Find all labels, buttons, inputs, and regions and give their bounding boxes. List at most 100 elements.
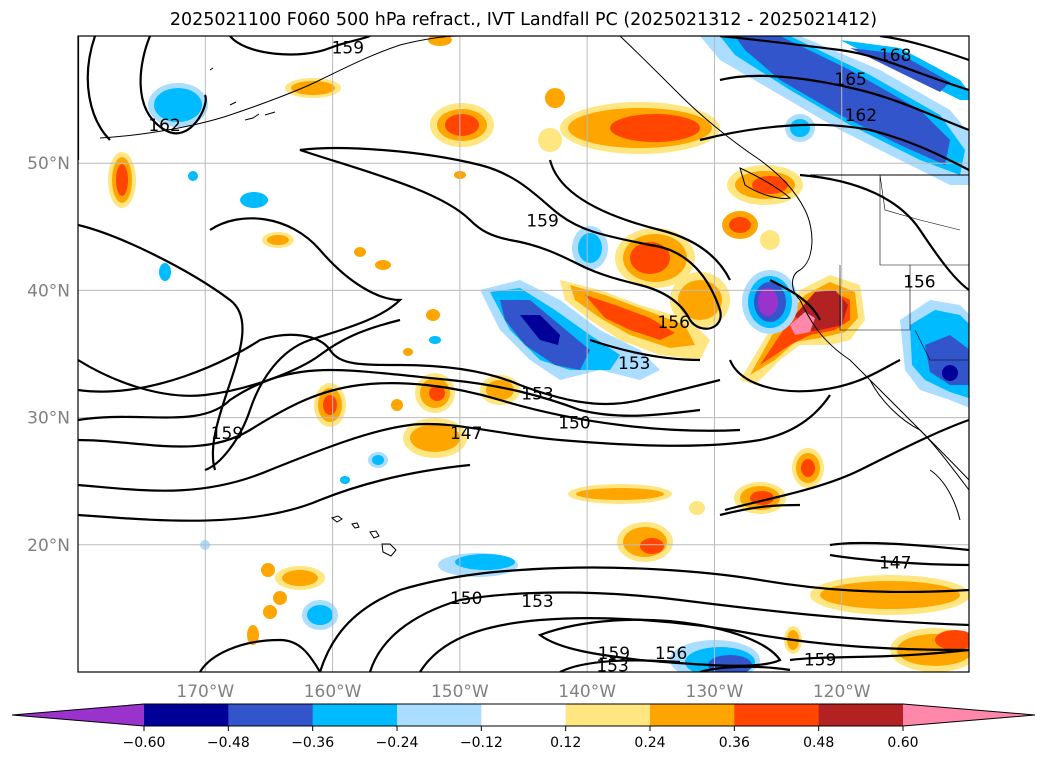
alaska-panhandle-coastline	[619, 36, 969, 481]
latitude-labels: 50°N 40°N 30°N 20°N	[27, 154, 70, 556]
colorbar-tick-label: −0.24	[376, 735, 419, 751]
map-title: 2025021100 F060 500 hPa refract., IVT La…	[169, 10, 878, 30]
colorbar-tick-label: 0.12	[550, 735, 581, 751]
contour-label: 150	[450, 589, 482, 609]
vancouver-island-coastline	[739, 167, 792, 199]
contour-line-156	[78, 333, 721, 406]
contour-line-159-south	[537, 618, 782, 667]
positive-anomaly-region	[403, 348, 413, 356]
contour-line-147	[78, 394, 831, 492]
positive-anomaly-region	[617, 522, 673, 562]
contour-label: 153	[596, 657, 628, 677]
contour-line-159-loop	[299, 147, 722, 330]
contour-label: 150	[558, 414, 590, 434]
contour-label: 153	[521, 384, 553, 404]
longitude-label: 150°W	[431, 682, 489, 702]
contour-line-162-ne	[699, 123, 969, 171]
contour-label: 147	[450, 424, 482, 444]
latitude-label: 20°N	[27, 536, 70, 556]
contour-line-153-south	[368, 591, 969, 672]
contour-label: 159	[804, 650, 836, 670]
contour-label: 159	[598, 644, 630, 664]
contour-line-156-ca	[724, 359, 969, 512]
contour-line-165	[719, 74, 969, 132]
contour-line-150-south	[318, 566, 969, 672]
positive-anomaly-region	[354, 247, 366, 257]
colorbar-tick-label: 0.60	[887, 735, 918, 751]
alaska-coastline	[99, 36, 461, 139]
positive-anomaly-region	[760, 230, 780, 250]
colorbar-tick-label: 0.36	[719, 735, 750, 751]
positive-anomaly-region	[426, 309, 440, 321]
negative-anomaly-region	[302, 600, 338, 630]
colorbar-segment	[650, 704, 735, 726]
colorbar-tick-label: 0.24	[634, 735, 665, 751]
colorbar	[11, 703, 1036, 727]
contour-line-159-nw	[78, 36, 111, 160]
contour-line-159-mid	[548, 159, 731, 281]
contour-line-150	[78, 382, 741, 448]
height-contours	[78, 36, 969, 672]
contour-label: 153	[521, 592, 553, 612]
contour-label: 168	[879, 46, 911, 66]
longitude-label: 140°W	[558, 682, 616, 702]
longitude-label: 130°W	[686, 682, 744, 702]
positive-anomaly-region	[391, 399, 403, 411]
positive-anomaly-region	[415, 373, 455, 413]
colorbar-tick-labels: −0.60 −0.48 −0.36 −0.24 −0.12 0.12 0.24 0.36 0.4…	[123, 726, 919, 751]
colorbar-segment	[565, 704, 651, 726]
contour-label: 156	[657, 313, 689, 333]
colorbar-segment	[228, 704, 314, 726]
negative-anomaly-region	[368, 452, 388, 468]
contour-line-159-se	[789, 648, 969, 662]
contour-label: 159	[332, 38, 364, 58]
longitude-label: 160°W	[304, 682, 362, 702]
negative-anomaly-band	[480, 280, 660, 380]
contour-label: 162	[845, 106, 877, 126]
contour-label: 147	[879, 554, 911, 574]
contour-label: 156	[655, 644, 687, 664]
negative-anomaly-region	[742, 270, 798, 334]
mexico-coastline	[869, 379, 969, 521]
colorbar-segment	[481, 704, 567, 726]
latitude-label: 40°N	[27, 281, 70, 301]
longitude-label: 120°W	[813, 682, 871, 702]
positive-anomaly-region	[545, 88, 565, 108]
colorbar-tick-label: −0.36	[291, 735, 334, 751]
colorbar-tick-label: 0.48	[803, 735, 834, 751]
positive-anomaly-region	[560, 102, 720, 154]
colorbar-segment	[312, 704, 398, 726]
colorbar-tick-label: −0.48	[207, 735, 250, 751]
positive-anomaly-region	[560, 280, 710, 360]
contour-label: 165	[834, 70, 866, 90]
positive-anomaly-region	[430, 103, 494, 147]
contour-line-162-nw	[139, 36, 207, 135]
positive-anomaly-region	[285, 78, 341, 98]
hawaiian-islands	[330, 515, 397, 557]
positive-anomaly-region	[261, 563, 275, 577]
colorbar-max-extension	[903, 704, 1035, 726]
negative-anomaly-band	[700, 36, 969, 185]
contour-line-159-north	[229, 36, 371, 56]
positive-anomaly-region	[740, 275, 865, 385]
positive-anomaly-region	[727, 165, 803, 205]
contour-line-162-south	[199, 638, 321, 672]
western-us-state-borders	[839, 174, 969, 361]
positive-anomaly-region	[263, 605, 277, 619]
contour-label: 153	[618, 354, 650, 374]
colorbar-tick-label: −0.12	[460, 735, 503, 751]
positive-anomaly-region	[810, 575, 969, 615]
contour-line-144	[78, 463, 471, 522]
negative-anomaly-region	[572, 226, 608, 270]
colorbar-tick-label: −0.60	[123, 735, 166, 751]
contour-line-168	[719, 36, 969, 92]
aleutian-islands	[209, 67, 276, 121]
positive-anomaly-region	[722, 211, 758, 239]
longitude-labels: 170°W 160°W 150°W 140°W 130°W 120°W	[176, 682, 870, 702]
negative-anomaly-region	[785, 114, 815, 142]
contour-label: 159	[211, 424, 243, 444]
contour-line-153-se	[559, 659, 791, 672]
colorbar-segment	[397, 704, 482, 726]
positive-anomaly-region	[247, 625, 259, 645]
contour-line-147-east	[829, 541, 969, 567]
